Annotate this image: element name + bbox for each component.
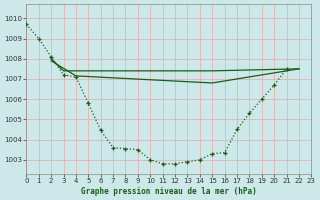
X-axis label: Graphe pression niveau de la mer (hPa): Graphe pression niveau de la mer (hPa) bbox=[81, 187, 257, 196]
